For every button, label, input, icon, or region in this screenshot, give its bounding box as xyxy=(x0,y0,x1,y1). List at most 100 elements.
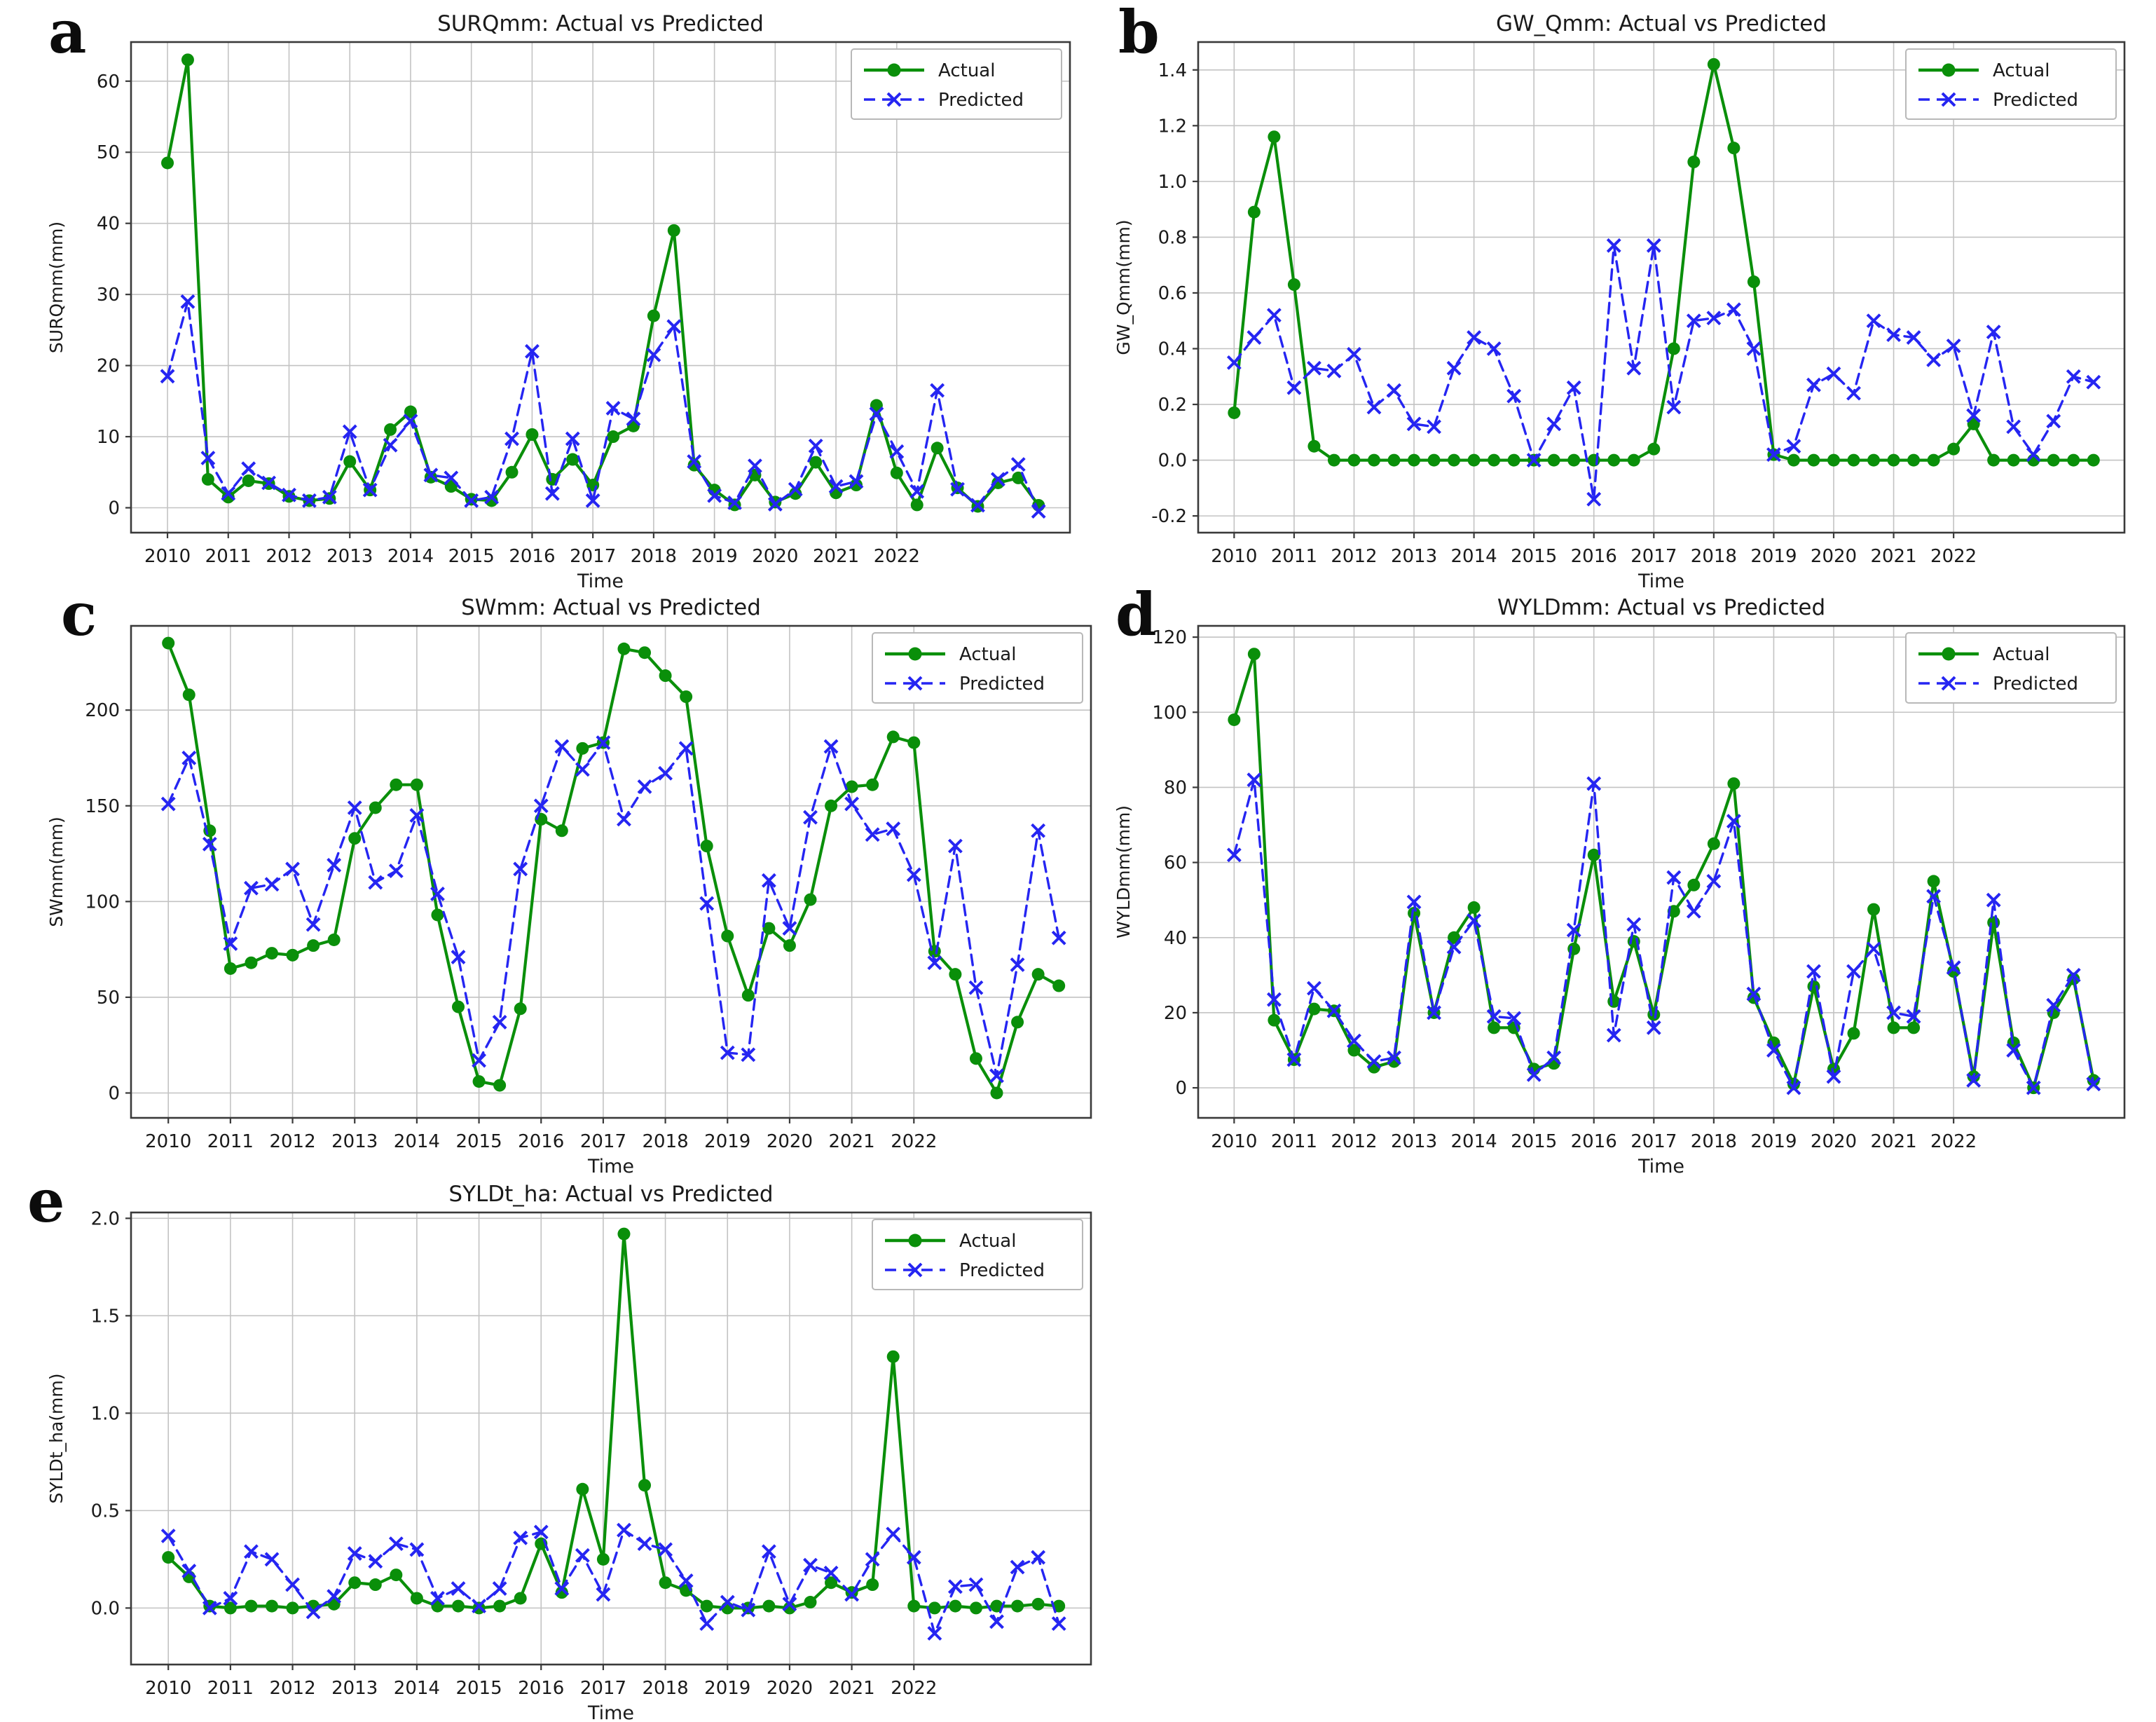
legend-predicted-marker xyxy=(886,92,902,107)
legend: Actual Predicted xyxy=(1905,632,2117,704)
x-tick-label: 2011 xyxy=(207,1678,254,1699)
predicted-point-marker xyxy=(889,444,905,459)
x-tick-label: 2018 xyxy=(1691,1131,1737,1152)
surqmm-chart: 0 10 20 30 40 50 60 2010 2011 2012 2013 2014 2015 201… xyxy=(39,7,1083,589)
actual-point-marker xyxy=(1268,130,1281,144)
predicted-point-marker xyxy=(1826,1069,1841,1084)
actual-point-marker xyxy=(181,53,194,67)
predicted-point-marker xyxy=(1366,399,1382,415)
actual-point-marker xyxy=(1907,1021,1921,1034)
wyldmm-chart: 0 20 40 60 80 100 120 2010 2011 2012 2013 2014 2015 2… xyxy=(1106,591,2137,1174)
predicted-point-marker xyxy=(1566,922,1581,938)
x-tick-label: 2011 xyxy=(1271,1131,1317,1152)
x-tick-label: 2010 xyxy=(144,546,191,567)
actual-point-marker xyxy=(1011,1016,1024,1029)
predicted-point-marker xyxy=(1806,964,1821,979)
predicted-point-marker xyxy=(554,1581,570,1596)
predicted-point-marker xyxy=(1706,873,1722,889)
actual-point-marker xyxy=(505,465,519,479)
predicted-point-marker xyxy=(927,955,942,971)
predicted-point-marker xyxy=(368,875,383,890)
actual-point-marker xyxy=(949,1599,962,1613)
actual-point-marker xyxy=(1967,417,1980,430)
x-tick-label: 2017 xyxy=(570,546,616,567)
actual-point-marker xyxy=(410,1592,423,1605)
predicted-point-marker xyxy=(388,1536,404,1552)
predicted-point-marker xyxy=(1646,1020,1661,1035)
actual-point-marker xyxy=(1807,453,1820,467)
predicted-point-marker xyxy=(1406,894,1422,910)
chart-title: SURQmm: Actual vs Predicted xyxy=(437,11,764,36)
svg-text:0.0: 0.0 xyxy=(91,1598,120,1619)
axes-frame xyxy=(1197,624,2126,1119)
actual-point-marker xyxy=(659,1576,672,1590)
predicted-point-marker xyxy=(1886,1005,1901,1020)
panel-label-c: c xyxy=(61,580,97,649)
x-tick-label: 2019 xyxy=(1750,1131,1797,1152)
actual-point-marker xyxy=(762,1599,776,1613)
predicted-point-marker xyxy=(828,479,844,494)
x-tick-label: 2019 xyxy=(704,1678,750,1699)
svg-text:60: 60 xyxy=(1164,853,1187,874)
predicted-point-marker xyxy=(605,401,621,416)
actual-point-marker xyxy=(1012,471,1025,484)
predicted-line xyxy=(166,300,1040,513)
actual-point-marker xyxy=(2087,453,2100,467)
actual-point-marker xyxy=(1847,453,1860,467)
predicted-point-marker xyxy=(930,383,945,398)
svg-text:0.4: 0.4 xyxy=(1158,339,1187,360)
predicted-line xyxy=(167,1529,1060,1635)
legend-actual-marker xyxy=(887,63,901,77)
x-axis-label: Time xyxy=(587,1156,634,1174)
predicted-series xyxy=(1226,238,2101,507)
x-tick-label: 2021 xyxy=(1870,1131,1916,1152)
actual-point-marker xyxy=(1627,453,1640,467)
x-tick-label: 2011 xyxy=(205,546,252,567)
predicted-point-marker xyxy=(666,319,682,334)
x-tick-label: 2020 xyxy=(1811,546,1857,567)
actual-point-marker xyxy=(431,908,444,922)
predicted-point-marker xyxy=(1766,1043,1781,1058)
actual-point-marker xyxy=(1707,57,1720,71)
predicted-point-marker xyxy=(2006,1043,2021,1058)
predicted-point-marker xyxy=(782,1597,797,1612)
actual-point-marker xyxy=(1247,205,1261,219)
actual-point-marker xyxy=(1488,453,1501,467)
predicted-point-marker xyxy=(927,1626,942,1641)
predicted-point-marker xyxy=(223,1591,238,1606)
panel-wyldmm: d 0 20 40 60 80 100 120 2010 2011 2012 2013 2014 201… xyxy=(1106,585,2137,1174)
legend-predicted-marker xyxy=(907,1262,923,1278)
predicted-point-marker xyxy=(409,1542,425,1557)
predicted-point-marker xyxy=(1387,383,1401,398)
actual-point-marker xyxy=(2007,453,2020,467)
predicted-point-marker xyxy=(1646,238,1661,253)
predicted-point-marker xyxy=(181,1564,197,1578)
predicted-point-marker xyxy=(678,741,694,756)
predicted-point-marker xyxy=(1031,504,1046,519)
x-tick-label: 2010 xyxy=(145,1131,191,1152)
x-tick-label: 2020 xyxy=(767,1131,813,1152)
x-tick-label: 2021 xyxy=(829,1678,875,1699)
tick-marks xyxy=(1193,69,1955,538)
actual-point-marker xyxy=(680,690,693,704)
predicted-point-marker xyxy=(1866,941,1881,957)
actual-point-marker xyxy=(783,1601,796,1615)
actual-point-marker xyxy=(667,224,680,237)
predicted-point-marker xyxy=(741,1047,756,1062)
syldtha-chart: 0.0 0.5 1.0 1.5 2.0 2010 2011 2012 2013 2014 2015 2… xyxy=(39,1177,1104,1721)
predicted-point-marker xyxy=(533,1524,549,1540)
x-tick-label: 2013 xyxy=(1391,1131,1437,1152)
predicted-point-marker xyxy=(1286,1052,1302,1067)
actual-point-marker xyxy=(1567,453,1581,467)
predicted-point-marker xyxy=(1031,823,1046,838)
predicted-point-marker xyxy=(575,762,590,777)
actual-point-marker xyxy=(969,1052,982,1065)
predicted-point-marker xyxy=(403,414,418,429)
x-axis-label: Time xyxy=(587,1702,634,1721)
svg-text:0.2: 0.2 xyxy=(1158,395,1187,416)
predicted-point-marker xyxy=(617,1522,631,1538)
predicted-point-marker xyxy=(533,798,549,814)
predicted-point-marker xyxy=(160,1529,176,1543)
tick-marks xyxy=(1193,636,1955,1123)
predicted-point-marker xyxy=(492,1581,507,1596)
